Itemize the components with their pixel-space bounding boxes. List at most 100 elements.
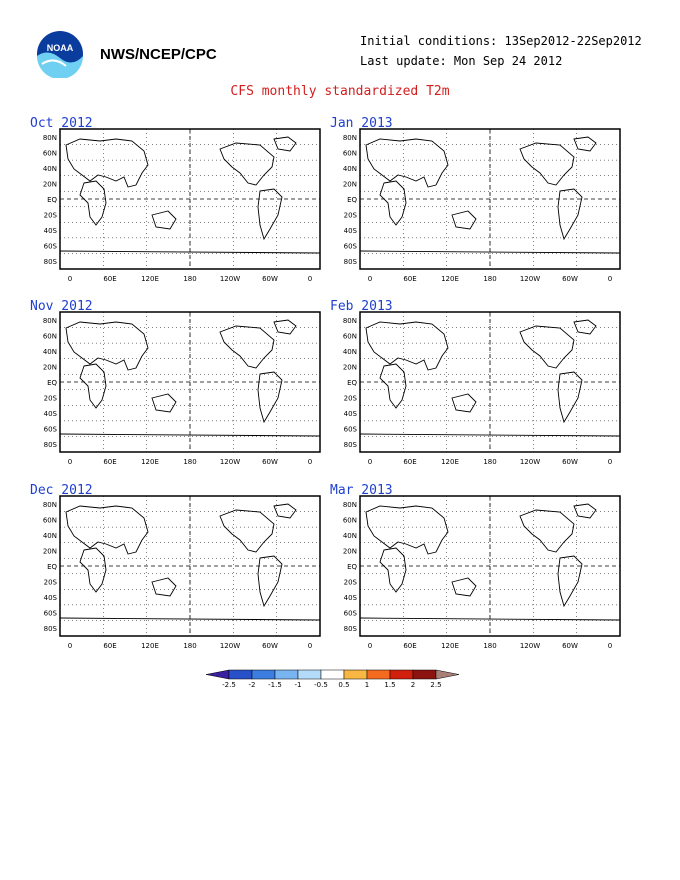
coastline [65,505,149,555]
lon-tick-label: 60W [562,458,578,466]
lon-tick-label: 120E [441,458,459,466]
coastline [557,371,583,424]
page-title: CFS monthly standardized T2m [230,84,450,99]
lat-tick-label: 20S [344,395,358,403]
lon-tick-label: 180 [483,275,496,283]
lon-tick-label: 180 [183,458,196,466]
lon-tick-label: 120W [220,642,240,650]
lon-tick-label: 120W [520,458,540,466]
lat-tick-label: 20N [343,547,357,555]
panel-title: Nov 2012 [30,299,93,314]
coastline [573,136,597,152]
last-update: Last update: Mon Sep 24 2012 [360,54,563,68]
lon-tick-label: 60W [262,275,278,283]
lat-tick-label: 20N [43,180,57,188]
coastline [451,393,477,413]
lon-tick-label: 120W [520,642,540,650]
colorbar-label: -1.5 [268,681,282,689]
lon-tick-label: 0 [308,275,312,283]
colorbar-swatch [366,669,391,680]
colorbar-swatch [274,669,299,680]
coastline [557,188,583,241]
lat-tick-label: 20S [44,212,58,220]
lat-tick-label: 80N [43,501,57,509]
lon-tick-label: 120W [220,458,240,466]
lat-tick-label: 40S [44,410,58,418]
coastline [273,136,297,152]
lat-tick-label: EQ [47,563,57,571]
colorbar-label: -0.5 [314,681,328,689]
lat-tick-label: 60N [343,516,357,524]
lat-tick-label: 40N [343,348,357,356]
lat-tick-label: 60N [43,149,57,157]
forecast-panel: Feb 2013 80N 60N 40N 20N EQ 20S 40S 60S 80S 0 60E 12… [326,300,626,470]
coastline [273,503,297,519]
colorbar-swatch [228,669,253,680]
lon-tick-label: 120E [141,275,159,283]
colorbar-swatch [343,669,368,680]
lat-tick-label: 40S [344,227,358,235]
lat-tick-label: 60N [343,332,357,340]
lat-tick-label: 20N [43,363,57,371]
coastline [365,505,449,555]
lat-tick-label: EQ [347,379,357,387]
coastline [451,577,477,597]
lon-tick-label: 120W [520,275,540,283]
colorbar-label: 2 [411,681,415,689]
lon-tick-label: 180 [483,458,496,466]
lat-tick-label: 60S [344,243,358,251]
coastline [151,210,177,230]
lat-tick-label: EQ [47,379,57,387]
colorbar-label: 1.5 [384,681,395,689]
lon-tick-label: 180 [183,275,196,283]
map-plot: 80N 60N 40N 20N EQ 20S 40S 60S 80S 0 60E 120E 180 120… [343,128,621,283]
lon-tick-label: 120E [441,275,459,283]
lon-tick-label: 0 [68,642,72,650]
colorbar-swatch [412,669,437,680]
lon-tick-label: 60E [403,275,416,283]
lon-tick-label: 0 [608,275,612,283]
panel-title: Feb 2013 [330,299,393,314]
lat-tick-label: 60S [44,610,58,618]
panel-title: Mar 2013 [330,483,393,498]
lat-tick-label: 40S [44,594,58,602]
initial-conditions: Initial conditions: 13Sep2012-22Sep2012 [360,34,642,48]
lat-tick-label: 40N [343,165,357,173]
coastline [557,555,583,608]
lat-tick-label: 40N [343,532,357,540]
colorbar-label: 1 [365,681,369,689]
lat-tick-label: 20N [343,363,357,371]
org-name: NWS/NCEP/CPC [100,46,217,63]
lat-tick-label: 80N [43,317,57,325]
colorbar-swatch [251,669,276,680]
coastline [151,393,177,413]
lon-tick-label: 0 [68,458,72,466]
lat-tick-label: 80N [343,501,357,509]
lat-tick-label: 80S [44,625,58,633]
lat-tick-label: 80S [44,441,58,449]
forecast-panel: Jan 2013 80N 60N 40N 20N EQ 20S 40S 60S 80S 0 60E 12… [326,117,626,287]
map-plot: 80N 60N 40N 20N EQ 20S 40S 60S 80S 0 60E 120E 180 120… [43,311,321,466]
lon-tick-label: 60E [103,642,116,650]
coastline [365,321,449,371]
coastline [65,138,149,188]
lat-tick-label: EQ [347,563,357,571]
lon-tick-label: 60E [103,275,116,283]
forecast-panel: Nov 2012 80N 60N 40N 20N EQ 20S 40S 60S 80S 0 60E 12… [26,300,326,470]
lat-tick-label: 20S [44,395,58,403]
lat-tick-label: EQ [347,196,357,204]
colorbar-label: 2.5 [430,681,441,689]
colorbar-swatch [320,669,345,680]
panel-title: Jan 2013 [330,116,393,131]
colorbar-swatch [297,669,322,680]
lon-tick-label: 0 [368,275,372,283]
lat-tick-label: 80N [43,134,57,142]
lat-tick-label: 20N [43,547,57,555]
colorbar-label: -2 [249,681,256,689]
lat-tick-label: 60S [44,243,58,251]
forecast-panel: Mar 2013 80N 60N 40N 20N EQ 20S 40S 60S 80S 0 60E 12… [326,484,626,654]
coastline [365,138,449,188]
noaa-logo: NOAA [36,30,84,79]
colorbar-label: 0.5 [338,681,349,689]
colorbar-swatch [435,669,460,680]
